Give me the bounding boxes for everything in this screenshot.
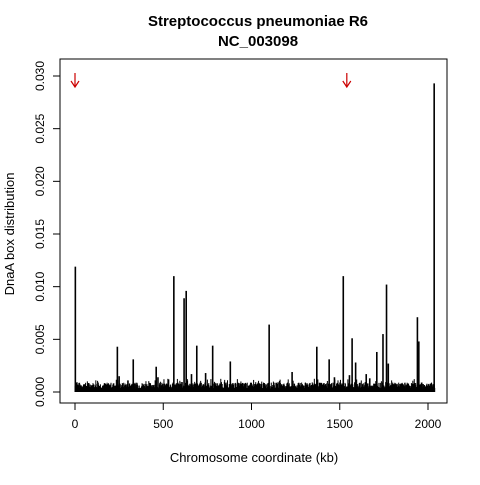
x-axis-label: Chromosome coordinate (kb): [170, 450, 338, 465]
x-tick-label: 1000: [238, 417, 265, 431]
y-tick-label: 0.000: [33, 377, 47, 407]
y-tick-label: 0.030: [33, 61, 47, 91]
x-axis: 0 500 1000 1500 2000: [72, 402, 442, 431]
y-tick-label: 0.010: [33, 271, 47, 301]
y-axis: 0.000 0.005 0.010 0.015 0.020 0.025 0.030: [33, 61, 61, 407]
x-tick-label: 2000: [415, 417, 442, 431]
arrows-group: [70, 73, 352, 89]
bars-group: [74, 83, 436, 392]
y-tick-label: 0.015: [33, 219, 47, 249]
y-axis-label: DnaA box distribution: [2, 173, 17, 296]
red-arrow: [70, 73, 80, 89]
red-arrow-head: [70, 80, 80, 89]
red-arrow: [342, 73, 352, 89]
chart-title: Streptococcus pneumoniae R6: [148, 13, 368, 30]
chart-subtitle: NC_003098: [218, 33, 298, 50]
x-tick-label: 1500: [326, 417, 353, 431]
x-tick-label: 500: [153, 417, 173, 431]
y-tick-label: 0.005: [33, 324, 47, 354]
x-tick-label: 0: [72, 417, 79, 431]
y-tick-label: 0.020: [33, 166, 47, 196]
y-tick-label: 0.025: [33, 113, 47, 143]
red-arrow-head: [342, 80, 352, 89]
